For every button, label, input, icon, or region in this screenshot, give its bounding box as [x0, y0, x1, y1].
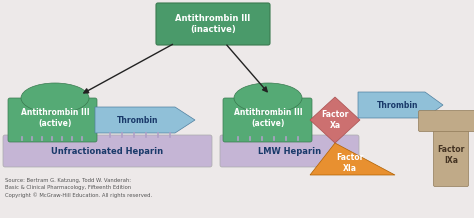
FancyBboxPatch shape — [3, 135, 212, 167]
Text: LMW Heparin: LMW Heparin — [258, 146, 321, 155]
FancyBboxPatch shape — [220, 135, 359, 167]
FancyBboxPatch shape — [223, 98, 312, 142]
Polygon shape — [310, 97, 360, 143]
Ellipse shape — [21, 83, 89, 113]
Text: Antithrombin III
(active): Antithrombin III (active) — [234, 108, 302, 128]
Text: Antithrombin III
(inactive): Antithrombin III (inactive) — [175, 14, 251, 34]
FancyBboxPatch shape — [8, 98, 97, 142]
Ellipse shape — [234, 83, 302, 113]
Polygon shape — [310, 143, 395, 175]
Text: Thrombin: Thrombin — [117, 116, 159, 124]
FancyBboxPatch shape — [434, 119, 468, 187]
Polygon shape — [95, 107, 195, 133]
Text: Antithrombin III
(active): Antithrombin III (active) — [21, 108, 89, 128]
Text: Thrombin: Thrombin — [377, 100, 419, 109]
Text: Factor
XIa: Factor XIa — [337, 153, 364, 173]
Text: Unfractionated Heparin: Unfractionated Heparin — [52, 146, 164, 155]
Text: Source: Bertram G. Katzung, Todd W. Vanderah:
Basic & Clinical Pharmacology, Fif: Source: Bertram G. Katzung, Todd W. Vand… — [5, 178, 152, 198]
FancyBboxPatch shape — [156, 3, 270, 45]
FancyBboxPatch shape — [419, 111, 474, 131]
Polygon shape — [358, 92, 443, 118]
Text: Factor
IXa: Factor IXa — [438, 145, 465, 165]
Text: Factor
Xa: Factor Xa — [321, 110, 349, 130]
